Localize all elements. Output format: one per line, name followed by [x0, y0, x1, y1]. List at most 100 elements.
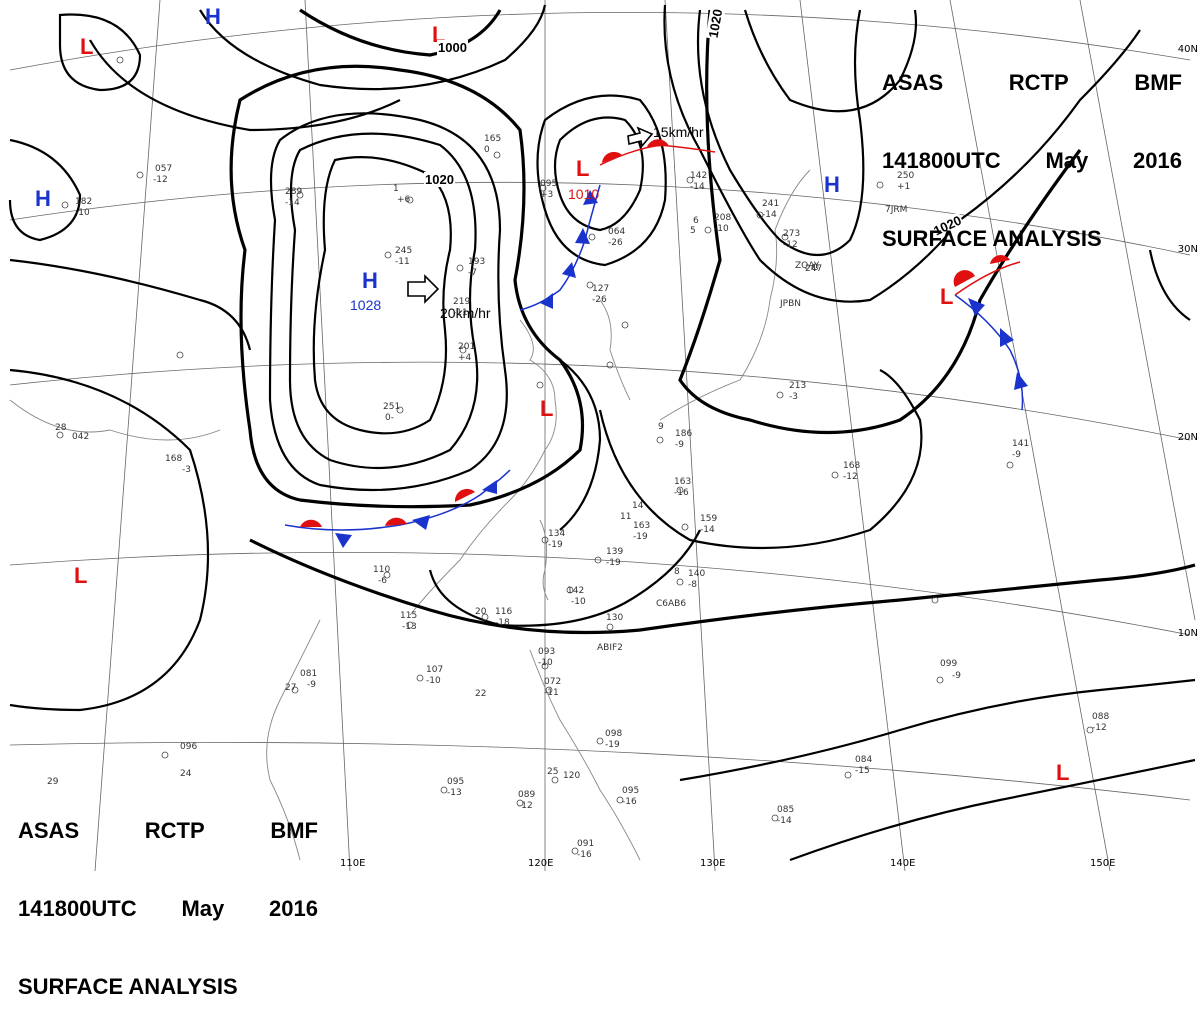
coast-japan: [659, 169, 811, 421]
station-obs-value: -9: [952, 671, 961, 681]
station-obs-value: 142: [567, 586, 585, 596]
isobar-1000: [299, 8, 502, 57]
lon-line-100e: [94, 0, 161, 871]
isobar-label: 1020: [424, 172, 455, 187]
station-obs-value: 0-: [385, 413, 394, 423]
station-obs-value: 115: [400, 611, 418, 621]
station-obs-value: -14: [690, 182, 705, 192]
station-obs-value: 139: [606, 547, 624, 557]
warm-front-bump: [602, 151, 622, 163]
coast-china: [409, 319, 557, 616]
title-line-3: SURFACE ANALYSIS: [18, 974, 238, 999]
lat-line-0: [9, 741, 1191, 801]
lon-label-120e: 120E: [528, 858, 554, 869]
station-obs-value: 095: [540, 179, 558, 189]
station-obs-value: 042: [72, 432, 90, 442]
station-obs-value: -16: [622, 797, 637, 807]
warm-front-bump: [300, 519, 322, 527]
station-obs-value: -11: [544, 688, 559, 698]
cold-front-tooth: [540, 293, 553, 309]
warm-front-bump: [385, 517, 407, 526]
isobar-high-center-2: [288, 132, 479, 470]
station-obs-value: 22: [475, 689, 487, 699]
station-obs-value: 247: [805, 264, 823, 274]
station-obs-value: 140: [688, 569, 706, 579]
station-obs-value: -9: [675, 440, 684, 450]
station-obs-value: -12: [843, 472, 858, 482]
station-obs-value: 163: [633, 521, 651, 531]
isobar-low-1010: [553, 116, 644, 232]
station-obs-value: -10: [571, 597, 586, 607]
low-pressure-marker: L: [540, 396, 554, 421]
station-obs-value: 093: [538, 647, 556, 657]
lat-label-10n: 10N: [1177, 628, 1198, 639]
arrow-low-motion: [627, 126, 654, 148]
isobars: [8, 4, 1196, 862]
station-obs-value: 11: [620, 512, 632, 522]
weather-map: [8, 0, 1196, 871]
cold-front-tooth: [335, 533, 352, 548]
title-line-2: 141800UTC May 2016: [882, 148, 1182, 173]
station-obs-value: -14: [285, 198, 300, 208]
station-obs-value: 245: [395, 246, 413, 256]
station-obs-value: -11: [453, 308, 468, 318]
station-obs-value: 14: [632, 501, 644, 511]
cold-front-tooth: [482, 480, 497, 494]
station-obs-value: -14: [700, 525, 715, 535]
station-obs-value: -26: [592, 295, 607, 305]
station-obs-value: C6AB6: [656, 599, 687, 609]
isobar-high-center-3: [268, 112, 508, 492]
station-obs-value: -12: [783, 240, 798, 250]
arrow-high-motion: [407, 274, 440, 304]
station-obs-value: 213: [789, 381, 807, 391]
isobar-west-big: [9, 368, 210, 712]
station-obs-value: 163: [674, 477, 692, 487]
lat-line-40n: [9, 12, 1191, 71]
cold-front-tooth: [968, 298, 985, 316]
isobar-east-outer-2: [743, 9, 918, 113]
station-obs-value: 141: [1012, 439, 1030, 449]
station-obs-value: 28: [55, 423, 67, 433]
isobar-scs: [428, 529, 701, 627]
station-obs-value: -14: [777, 816, 792, 826]
station-obs-value: -11: [395, 257, 410, 267]
station-obs-value: -10: [426, 676, 441, 686]
isobar-south-inner: [559, 359, 602, 531]
station-obs-value: 091: [577, 839, 595, 849]
isobar-high-center-inner: [312, 156, 452, 435]
warm-front-bump: [990, 255, 1010, 264]
station-obs-value: JPBN: [780, 299, 801, 309]
station-obs-value: 0: [484, 145, 490, 155]
station-obs-value: -12: [1092, 723, 1107, 733]
isobar-japan-inner: [696, 9, 865, 257]
coastlines: [9, 169, 811, 861]
latitude-grid: [9, 12, 1191, 801]
lon-label-150e: 150E: [1090, 858, 1116, 869]
high-pressure-marker: H: [205, 4, 221, 29]
low-pressure-marker: L: [940, 284, 954, 309]
coast-india: [9, 399, 221, 441]
station-obs-value: 7JRM: [885, 205, 908, 215]
title-line-1: ASAS RCTP BMF: [18, 818, 318, 843]
station-obs-value: 095: [447, 777, 465, 787]
isobar-south-long: [249, 538, 1196, 635]
lat-line-20n: [9, 361, 1191, 441]
isobar-north-1: [199, 4, 547, 91]
lon-line-140e: [799, 0, 906, 871]
cold-front-tooth: [1014, 372, 1028, 390]
station-obs-value: 142: [690, 171, 708, 181]
warm-front-bump: [454, 488, 475, 502]
station-obs-value: -7: [468, 268, 477, 278]
station-obs-value: -19: [633, 532, 648, 542]
lat-label-40n: 40N: [1177, 44, 1198, 55]
station-obs-value: -12: [518, 801, 533, 811]
station-obs-value: 289: [285, 187, 303, 197]
station-obs-value: -15: [855, 766, 870, 776]
station-obs-value: +3: [540, 190, 554, 200]
isobar-far-east: [1148, 249, 1191, 321]
lon-label-110e: 110E: [340, 858, 366, 869]
station-obs-value: -26: [608, 238, 623, 248]
station-obs-value: 127: [592, 284, 610, 294]
station-obs-value: -16: [674, 488, 689, 498]
cold-front-low: [519, 184, 601, 311]
